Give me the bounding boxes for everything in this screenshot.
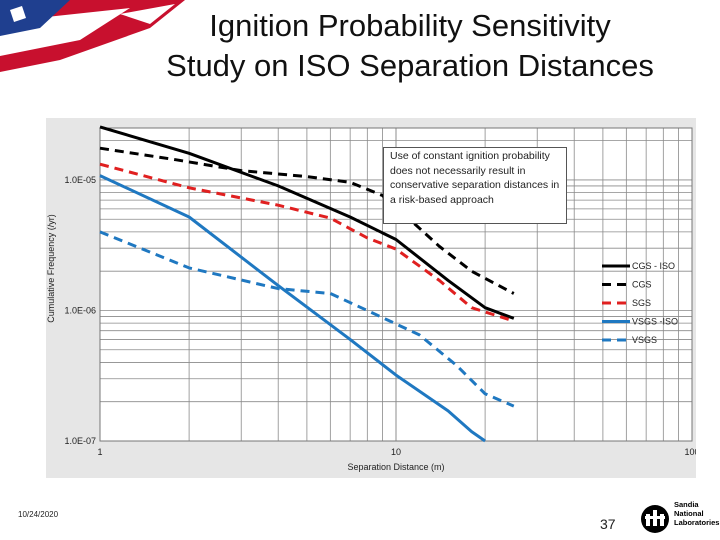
series-line-cgs — [99, 146, 515, 295]
series-line-vsgs-iso — [99, 174, 486, 443]
x-tick-label: 10 — [391, 447, 401, 457]
legend-label-sgs: SGS — [632, 298, 651, 308]
y-tick-label: 1.0E-05 — [64, 175, 96, 185]
x-tick-label: 1 — [97, 447, 102, 457]
sandia-logo — [641, 505, 669, 533]
x-axis-title: Separation Distance (m) — [347, 462, 444, 472]
slide-date: 10/24/2020 — [18, 510, 59, 519]
annotation-text: Use of constant ignition probability doe… — [390, 150, 560, 206]
legend-label-cgs-iso: CGS - ISO — [632, 261, 675, 271]
annotation-note: Use of constant ignition probability doe… — [383, 147, 567, 224]
slide-title: Ignition Probability Sensitivity Study o… — [100, 6, 720, 86]
flag-decoration — [0, 0, 185, 72]
legend-label-cgs: CGS — [632, 280, 652, 290]
series-line-sgs — [99, 162, 515, 323]
series-line-vsgs — [99, 230, 515, 408]
y-tick-label: 1.0E-07 — [64, 436, 96, 446]
star-icon — [10, 6, 26, 22]
logo-text: Sandia National Laboratories — [674, 500, 719, 527]
y-tick-label: 1.0E-06 — [64, 305, 96, 315]
series-line-cgs-iso — [99, 125, 515, 320]
logo-line-3: Laboratories — [674, 518, 720, 527]
y-axis-title: Cumulative Frequency (/yr) — [46, 214, 56, 323]
legend-label-vsgs-iso: VSGS -ISO — [632, 317, 678, 327]
x-tick-label: 100 — [684, 447, 696, 457]
logo-line-1: Sandia — [674, 500, 699, 509]
chart: 1 10 100 1.0E-07 1.0E-06 1.0E-05 Separation Di… — [46, 125, 696, 472]
page-number: 37 — [600, 516, 616, 532]
logo-line-2: National — [674, 509, 704, 518]
title-line-2: Study on ISO Separation Distances — [166, 48, 654, 83]
plot-border — [99, 127, 693, 442]
legend-label-vsgs: VSGS — [632, 335, 657, 345]
title-line-1: Ignition Probability Sensitivity — [209, 8, 611, 43]
